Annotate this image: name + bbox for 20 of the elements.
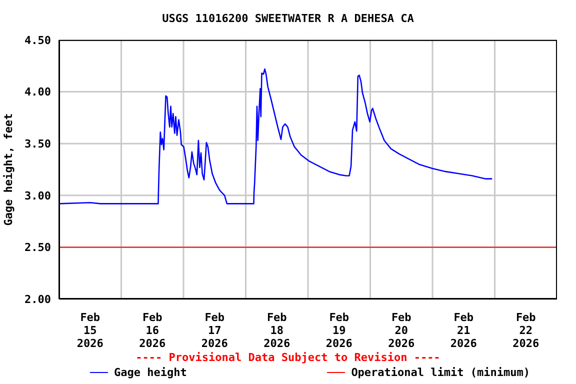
chart-title: USGS 11016200 SWEETWATER R A DEHESA CA	[161, 12, 415, 25]
x-tick-label: Feb 20 2026	[388, 311, 415, 350]
x-tick-label: Feb 15 2026	[76, 311, 104, 350]
y-tick-label: 4.50	[24, 34, 51, 47]
text: ---- Provisional Data Subject to Revision ----	[134, 351, 442, 364]
y-tick-label: 3.50	[24, 138, 51, 151]
x-tick-label: Feb 18 2026	[264, 311, 290, 350]
x-tick-label: Feb 21 2026	[450, 311, 478, 350]
y-axis-title: Gage height, feet	[2, 113, 14, 226]
x-tick-label: Feb 22 2026	[512, 311, 540, 350]
x-tick-label: Feb 19 2026	[326, 311, 353, 350]
line-series	[59, 68, 493, 204]
y-tick-label: 2.00	[24, 292, 51, 306]
x-tick-label: Feb 17 2026	[201, 311, 228, 350]
legend-label: Operational limit (minimum)	[350, 366, 530, 379]
x-tick-label: Feb 16 2026	[139, 311, 166, 350]
y-tick-label: 4.00	[24, 86, 51, 99]
y-tick-label: 3.00	[24, 189, 51, 202]
y-tick-label: 2.50	[24, 241, 51, 254]
legend-label: Gage height	[113, 366, 187, 379]
